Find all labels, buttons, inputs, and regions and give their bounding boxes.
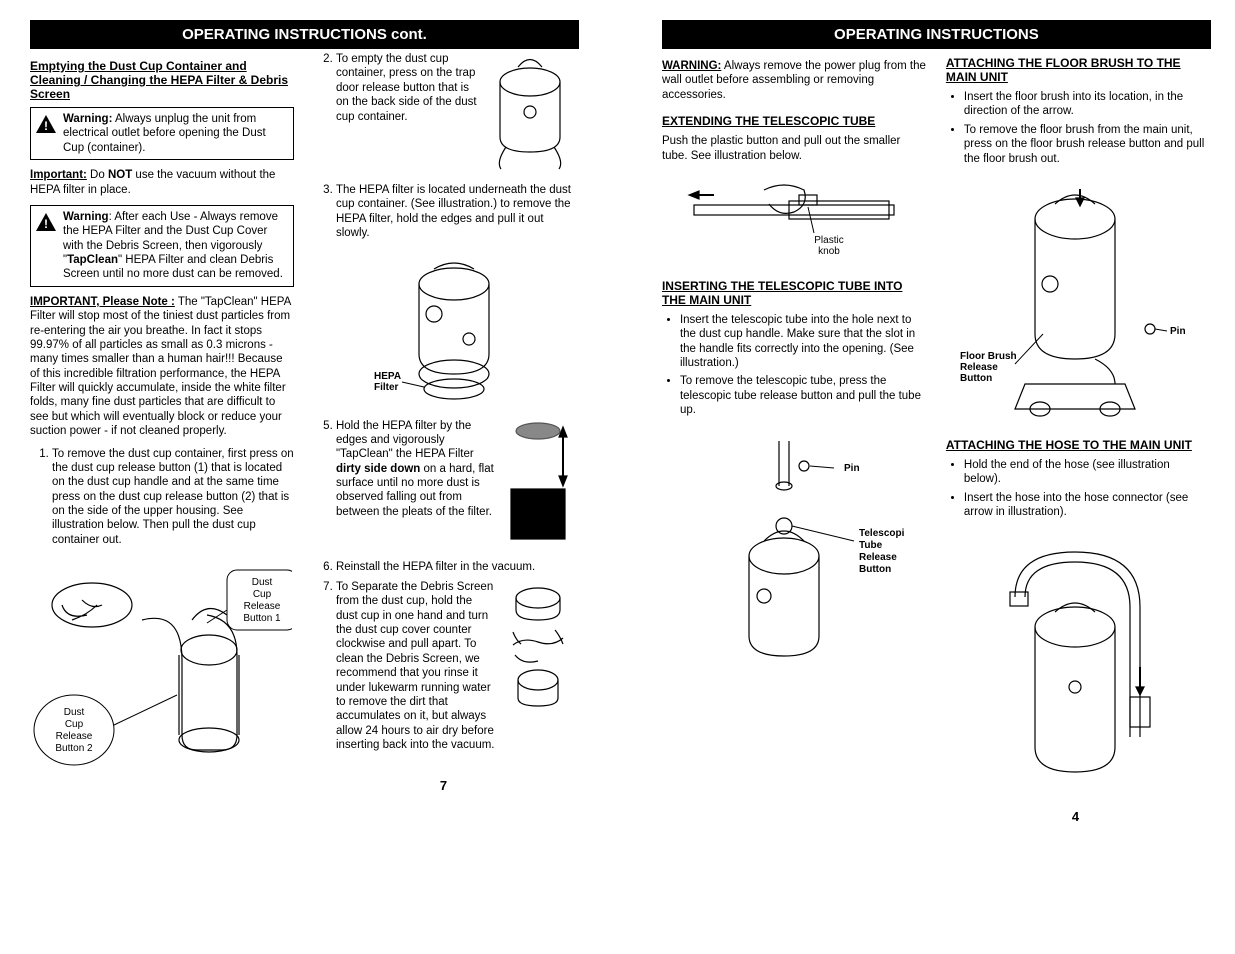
important-pre: Do <box>87 169 108 181</box>
warning-1-label: Warning: <box>63 113 112 125</box>
note-label: IMPORTANT, Please Note : <box>30 296 175 308</box>
step5-bold: dirty side down <box>336 463 420 475</box>
step-3-list: The HEPA filter is located underneath th… <box>314 183 573 247</box>
heading-insert: INSERTING THE TELESCOPIC TUBE INTO THE M… <box>662 279 926 307</box>
svg-text:HEPA: HEPA <box>374 371 401 382</box>
warning-2-label: Warning <box>63 211 109 223</box>
warning-2-tap: TapClean <box>67 254 118 266</box>
warning-icon: ! <box>35 114 57 134</box>
important-label: Important: <box>30 169 87 181</box>
important-note: IMPORTANT, Please Note : The "TapClean" … <box>30 295 294 439</box>
insert-bullets: Insert the telescopic tube into the hole… <box>662 313 926 422</box>
steps-67: Reinstall the HEPA filter in the vacuum.… <box>314 560 573 759</box>
right-column-2: ATTACHING THE FLOOR BRUSH TO THE MAIN UN… <box>946 20 1205 824</box>
illustration-hose <box>946 537 1205 787</box>
heading-hose: ATTACHING THE HOSE TO THE MAIN UNIT <box>946 438 1205 452</box>
heading-floorbrush: ATTACHING THE FLOOR BRUSH TO THE MAIN UN… <box>946 56 1205 84</box>
note-body: The "TapClean" HEPA Filter will stop mos… <box>30 296 291 437</box>
illustration-step7 <box>503 580 573 753</box>
svg-text:Cup: Cup <box>253 589 272 600</box>
svg-text:Tube: Tube <box>859 540 883 551</box>
svg-text:knob: knob <box>818 246 840 257</box>
left-column-1: OPERATING INSTRUCTIONS cont. Emptying th… <box>30 20 294 824</box>
illustration-step5 <box>503 419 573 552</box>
svg-text:Release: Release <box>859 552 897 563</box>
left-column-2: To empty the dust cup container, press o… <box>314 20 573 824</box>
insert-b1: Insert the telescopic tube into the hole… <box>680 313 926 371</box>
right-column-1: OPERATING INSTRUCTIONS WARNING: Always r… <box>662 20 926 824</box>
warning-right: WARNING: Always remove the power plug fr… <box>662 59 926 102</box>
text-extend: Push the plastic button and pull out the… <box>662 134 926 163</box>
hose-b1: Hold the end of the hose (see illustrati… <box>964 458 1205 487</box>
steps-col1: To remove the dust cup container, first … <box>30 447 294 554</box>
step-5: Hold the HEPA filter by the edges and vi… <box>336 419 495 520</box>
page: OPERATING INSTRUCTIONS cont. Emptying th… <box>30 20 1205 824</box>
important-not: NOT <box>108 169 132 181</box>
illustration-extend: Plastic knob <box>662 175 926 265</box>
svg-text:Pin: Pin <box>1170 326 1186 337</box>
step-6: Reinstall the HEPA filter in the vacuum. <box>336 560 573 574</box>
svg-text:Button: Button <box>859 564 891 575</box>
step-5-row: Hold the HEPA filter by the edges and vi… <box>314 419 573 552</box>
heading-dustcup: Emptying the Dust Cup Container and Clea… <box>30 59 294 101</box>
floorbrush-bullets: Insert the floor brush into its location… <box>946 90 1205 170</box>
svg-text:Button 2: Button 2 <box>55 743 93 754</box>
important-line: Important: Do NOT use the vacuum without… <box>30 168 294 197</box>
illustration-floorbrush: Floor Brush Release Button Pin <box>946 184 1205 424</box>
step-2: To empty the dust cup container, press o… <box>336 52 480 124</box>
gutter <box>593 20 642 824</box>
svg-text:Filter: Filter <box>374 382 399 393</box>
hose-bullets: Hold the end of the hose (see illustrati… <box>946 458 1205 524</box>
page-number-left: 7 <box>314 778 573 793</box>
svg-text:Button 1: Button 1 <box>243 613 281 624</box>
insert-b2: To remove the telescopic tube, press the… <box>680 374 926 417</box>
illustration-dustcup: Dust Cup Release Button 1 Dust Cup Relea… <box>30 565 294 775</box>
floor-b2: To remove the floor brush from the main … <box>964 123 1205 166</box>
step-7-text: To Separate the Debris Screen from the d… <box>336 580 497 753</box>
svg-text:Release: Release <box>244 601 281 612</box>
svg-text:!: ! <box>44 119 48 133</box>
step-1: To remove the dust cup container, first … <box>52 447 294 548</box>
step-2-row: To empty the dust cup container, press o… <box>314 52 573 175</box>
svg-text:Dust: Dust <box>252 577 273 588</box>
warning-right-label: WARNING: <box>662 60 721 72</box>
heading-extend: EXTENDING THE TELESCOPIC TUBE <box>662 114 926 128</box>
step-7: To Separate the Debris Screen from the d… <box>336 580 573 753</box>
floor-b1: Insert the floor brush into its location… <box>964 90 1205 119</box>
illustration-step2 <box>488 52 573 175</box>
svg-text:Floor Brush: Floor Brush <box>960 351 1017 362</box>
svg-text:Dust: Dust <box>64 707 85 718</box>
warning-box-2: ! Warning: After each Use - Always remov… <box>30 205 294 287</box>
page-number-right: 4 <box>946 809 1205 824</box>
svg-text:Pin: Pin <box>844 463 860 474</box>
svg-text:Telescopic: Telescopic <box>859 528 904 539</box>
svg-text:Release: Release <box>56 731 93 742</box>
step5-pre: Hold the HEPA filter by the edges and vi… <box>336 420 474 461</box>
svg-text:Button: Button <box>960 373 992 384</box>
svg-text:Release: Release <box>960 362 998 373</box>
svg-text:!: ! <box>44 217 48 231</box>
warning-2-text: Warning: After each Use - Always remove … <box>63 210 287 282</box>
hose-b2: Insert the hose into the hose connector … <box>964 491 1205 520</box>
illustration-hepa: HEPA Filter <box>314 259 573 409</box>
svg-text:Cup: Cup <box>65 719 84 730</box>
warning-box-1: ! Warning: Always unplug the unit from e… <box>30 107 294 160</box>
warning-1-text: Warning: Always unplug the unit from ele… <box>63 112 287 155</box>
illustration-insert: Pin Telescopic Tube Release Button <box>662 436 926 666</box>
svg-text:Plastic: Plastic <box>814 235 843 246</box>
step-3: The HEPA filter is located underneath th… <box>336 183 573 241</box>
warning-icon: ! <box>35 212 57 232</box>
